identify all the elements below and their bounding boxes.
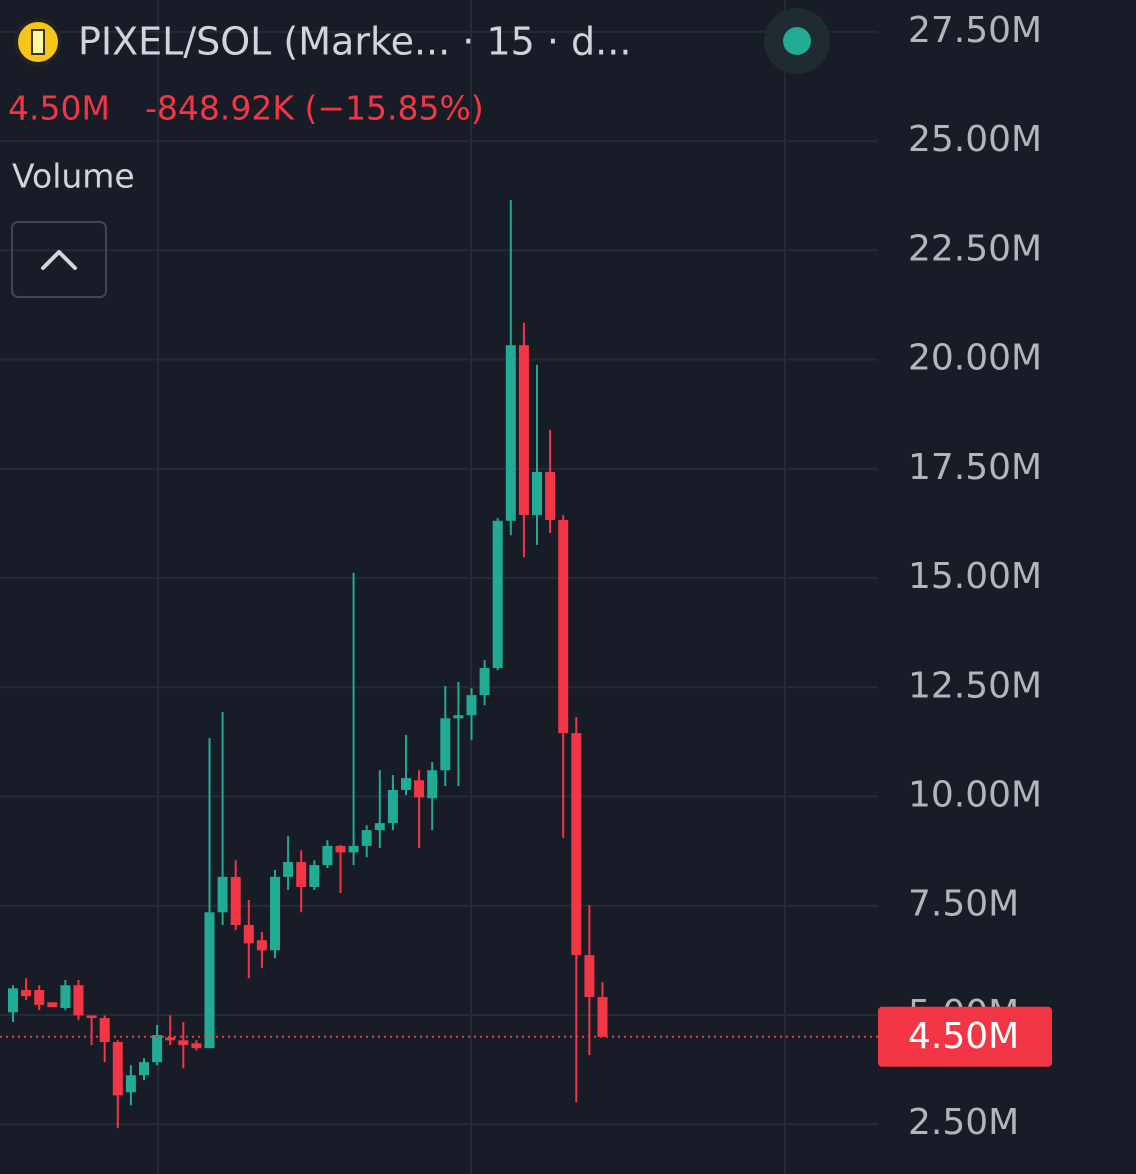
candle-body [152,1035,163,1063]
candle-body [479,668,490,696]
candle-body [217,876,228,913]
candle-body [309,865,320,887]
candle-body [60,985,71,1008]
candle-body [401,778,411,790]
y-tick-label: 22.50M [908,228,1042,269]
candle-body [348,845,359,853]
candle-body [518,345,529,516]
y-tick-label: 15.00M [908,556,1042,597]
candle-body [558,519,569,734]
candle-body [427,770,438,799]
last-price-tag [878,1006,1052,1067]
last-price: 4.50M [8,89,110,128]
chevron-up-icon [41,250,77,270]
candle-body [204,912,215,1049]
y-tick-label: 12.50M [908,665,1042,706]
coin-icon-detail [31,29,45,55]
y-tick-label: 27.50M [908,10,1042,51]
indicator-name[interactable]: Volume [12,157,135,196]
y-tick-label: 17.50M [908,447,1042,488]
candle-body [597,997,608,1037]
y-tick-label: 2.50M [908,1102,1019,1143]
candle-body [283,862,294,877]
candle-body [243,924,254,944]
candle-body [99,1018,110,1043]
candle-body [440,718,451,771]
grid [0,30,878,1126]
candle-body [453,715,464,719]
candle-body [47,1002,58,1008]
candle-body [374,823,385,831]
symbol-title[interactable]: PIXEL/SOL (Marke... · 15 · d... [78,20,631,64]
candle-body [270,876,280,951]
candle-body [125,1075,136,1093]
candle-body [256,940,267,951]
candle-body [86,1015,97,1019]
candle-body [296,862,307,887]
candle-body [322,845,333,866]
candle-body [466,695,477,716]
candle-body [230,876,241,925]
candle-body [73,985,84,1016]
candle-body [21,990,32,997]
candle-body [532,471,542,516]
candle-body [361,830,372,846]
last-price-label: 4.50M [908,1016,1019,1057]
status-dot [783,27,811,55]
candle-body [178,1040,189,1046]
candle-body [191,1043,202,1049]
y-tick-label: 10.00M [908,775,1042,816]
vertical-grid [157,0,786,1174]
y-axis: 2.50M5.00M7.50M10.00M12.50M15.00M17.50M2… [878,10,1052,1143]
candle-body [492,520,503,669]
y-tick-label: 25.00M [908,119,1042,160]
collapse-button[interactable] [11,221,107,298]
candle-body [8,988,18,1013]
candle-body [165,1037,176,1041]
candle-body [545,471,556,520]
candle-body [571,733,582,956]
price-change: -848.92K (−15.85%) [145,89,484,128]
legend-header: PIXEL/SOL (Marke... · 15 · d... 4.50M -8… [8,8,830,298]
candle-body [387,789,398,824]
candle-body [414,780,425,798]
y-tick-label: 20.00M [908,338,1042,379]
candle-body [505,345,516,521]
candle-body [584,955,595,998]
candles [0,200,878,1129]
candle-body [34,990,45,1005]
candle-body [112,1042,123,1096]
candle-body [139,1062,149,1076]
candle-body [335,845,346,853]
y-tick-label: 7.50M [908,884,1019,925]
